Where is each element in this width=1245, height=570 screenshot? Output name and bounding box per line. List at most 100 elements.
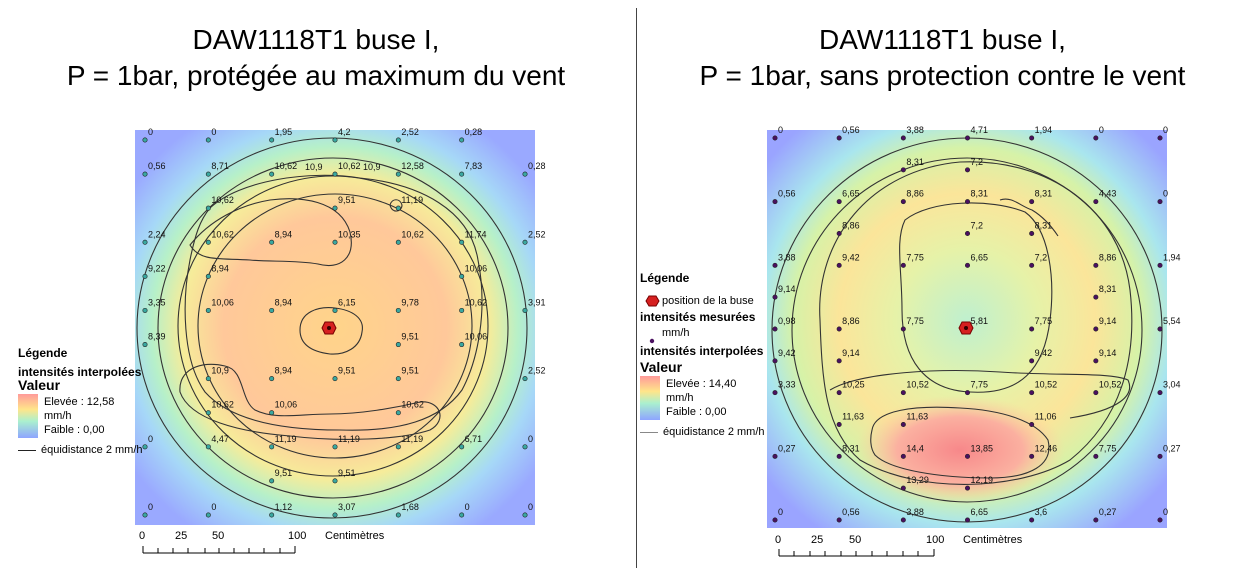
right-point-label: 6,65 [971,252,989,262]
left-scale-100: 100 [288,530,307,542]
left-point-label: 7,83 [465,161,483,171]
right-point-label: 0 [778,507,783,517]
left-point-label: 9,22 [148,263,166,273]
right-point-label: 0 [778,125,783,135]
right-scale-100: 100 [926,534,945,546]
right-point-label: 0,56 [842,507,860,517]
left-point-label: 0 [148,127,153,137]
right-point [964,453,970,459]
right-scale-0: 0 [775,534,782,546]
right-point [1029,199,1035,205]
right-point [836,199,842,205]
right-scale-25: 25 [811,534,824,546]
right-point [1093,390,1099,396]
right-point-label: 3,88 [906,507,924,517]
left-point-label: 11,74 [465,229,487,239]
left-point [395,376,401,382]
left-point-label: 10,62 [211,229,234,239]
left-point [332,307,338,313]
left-point [395,342,401,348]
left-point-label: 0 [148,434,153,444]
right-point-label: 0,56 [778,189,796,199]
right-point-label: 10,52 [1035,380,1058,390]
left-point-label: 10,35 [338,229,361,239]
right-point-label: 5,54 [1163,316,1181,326]
right-legend: Légende position de la buse intensités m… [640,272,800,441]
right-point-label: 5,81 [971,316,989,326]
left-point-label: 2,52 [528,366,546,376]
right-point-label: 0,27 [778,443,796,453]
left-point-label: 0,56 [148,161,166,171]
left-point [459,171,465,177]
right-point-label: 13,29 [906,475,929,485]
left-measure-points: 0 0 1,95 4,2 2,52 0,28 0,56 8,71 10,62 10,62 12,58… [142,127,546,518]
right-map-title: DAW1118T1 buse I, P = 1bar, sans protect… [640,22,1245,94]
left-point [269,307,275,313]
left-scale-bar [142,546,296,554]
right-point [772,517,778,523]
right-point [964,199,970,205]
right-legend-contour-row: équidistance 2 mm/h [640,426,800,439]
left-color-ramp [18,394,38,438]
right-point [964,231,970,237]
left-point-label: 9,51 [401,366,419,376]
right-point [900,517,906,523]
right-point [1093,262,1099,268]
right-point-label: 7,75 [1099,443,1117,453]
left-point [269,512,275,518]
left-point-label: 9,51 [275,468,293,478]
right-point [772,135,778,141]
right-point-label: 3,6 [1035,507,1048,517]
right-legend-buse: position de la buse [662,295,754,307]
left-point-label: 10,06 [465,332,488,342]
left-point-label: 1,12 [275,502,293,512]
left-scale-0: 0 [139,530,146,542]
right-point-label: 0 [1163,507,1168,517]
right-point [1029,421,1035,427]
right-point-label: 6,65 [971,507,989,517]
left-point [205,376,211,382]
left-legend-interp-label: intensités interpolées [18,365,142,379]
right-point [1157,390,1163,396]
right-point-label: 0,27 [1163,443,1181,453]
left-point-label: 6,15 [338,297,356,307]
left-point [395,171,401,177]
right-point [1029,390,1035,396]
right-point-label: 9,42 [842,252,860,262]
left-title-line-1: DAW1118T1 buse I, [192,24,440,55]
right-point-label: 11,63 [906,412,928,422]
right-point [772,262,778,268]
left-point [142,307,148,313]
right-point-label: 13,85 [971,443,994,453]
right-point-label: 11,06 [1035,412,1057,422]
left-point [269,239,275,245]
right-point [836,262,842,268]
left-point [205,444,211,450]
left-legend-high: Elevée : 12,58 [44,396,115,408]
left-legend-contour: équidistance 2 mm/h [41,444,143,456]
left-point [269,137,275,143]
right-point-label: 4,71 [971,125,989,135]
right-point [1093,135,1099,141]
right-point [1157,517,1163,523]
left-map-panel: DAW1118T1 buse I, P = 1bar, protégée au … [18,24,565,554]
left-point [522,444,528,450]
left-point-label: 10,62 [401,400,424,410]
left-legend-low: Faible : 0,00 [44,424,105,436]
right-point [1029,262,1035,268]
left-point-label: 4,2 [338,127,351,137]
right-point [836,421,842,427]
right-point [900,135,906,141]
left-point-label: 2,24 [148,229,166,239]
right-point [836,517,842,523]
left-point [269,478,275,484]
right-point-label: 9,42 [1035,348,1053,358]
left-point-label: 3,35 [148,297,166,307]
right-point-label: 8,86 [1099,252,1117,262]
right-point-label: 7,75 [906,252,924,262]
right-point-label: 0,98 [778,316,796,326]
right-point-label: 12,19 [971,475,994,485]
left-point [142,137,148,143]
left-legend-valeur-label: Valeur [18,377,61,393]
left-point [205,171,211,177]
